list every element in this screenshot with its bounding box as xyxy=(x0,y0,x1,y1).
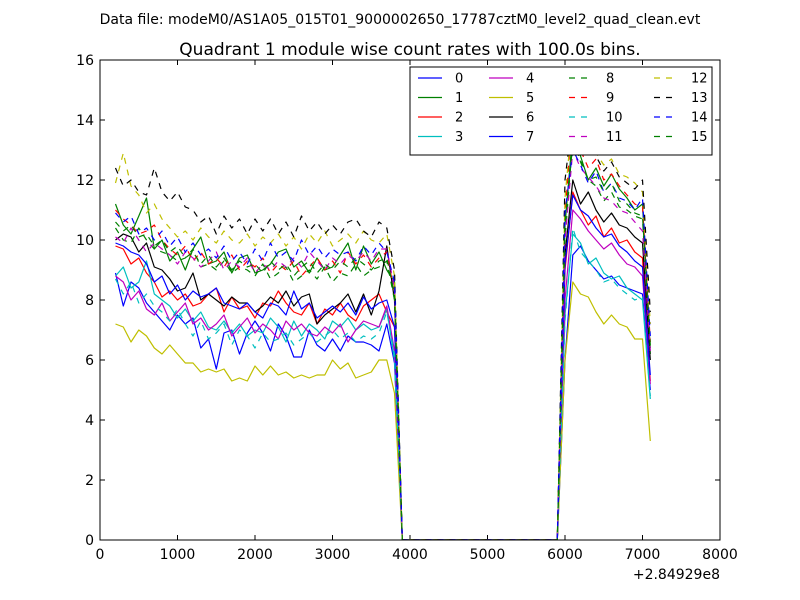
legend-label-3: 3 xyxy=(455,130,463,145)
x-tick-label: 5000 xyxy=(470,547,506,563)
series-line-8 xyxy=(114,137,651,540)
plot-frame xyxy=(99,59,721,541)
y-tick-label: 2 xyxy=(85,473,94,489)
x-tick-label: 4000 xyxy=(392,547,428,563)
x-axis-offset-label: +2.84929e8 xyxy=(633,567,720,583)
legend-label-4: 4 xyxy=(526,72,534,87)
x-tick-label: 0 xyxy=(96,547,105,563)
legend-label-1: 1 xyxy=(455,91,463,106)
legend-frame xyxy=(409,66,713,156)
x-axis-ticks: 0 1000 2000 3000 4000 5000 6000 7000 8000 xyxy=(96,60,738,563)
figure-suptitle: Data file: modeM0/AS1A05_015T01_90000026… xyxy=(100,12,701,28)
legend-label-5: 5 xyxy=(526,91,534,106)
x-tick-label: 8000 xyxy=(702,547,738,563)
chart-title: Quadrant 1 module wise count rates with … xyxy=(179,40,640,60)
legend-label-12: 12 xyxy=(691,72,708,87)
series-line-5 xyxy=(115,281,651,540)
legend-label-7: 7 xyxy=(526,130,534,145)
legend-label-11: 11 xyxy=(606,130,623,145)
legend-label-15: 15 xyxy=(691,130,708,145)
y-tick-label: 14 xyxy=(76,113,94,129)
y-tick-label: 6 xyxy=(85,353,94,369)
legend-label-6: 6 xyxy=(526,111,534,126)
series-line-15 xyxy=(115,143,651,540)
series-line-12 xyxy=(114,110,651,540)
y-tick-label: 4 xyxy=(85,413,94,429)
legend-label-13: 13 xyxy=(691,91,708,106)
y-tick-label: 12 xyxy=(76,173,94,189)
legend-label-0: 0 xyxy=(455,72,463,87)
series-line-6 xyxy=(115,179,651,540)
x-tick-label: 3000 xyxy=(315,547,351,563)
series-line-7 xyxy=(115,194,651,540)
legend-label-14: 14 xyxy=(691,111,708,126)
legend-label-9: 9 xyxy=(606,91,614,106)
x-tick-label: 7000 xyxy=(625,547,661,563)
y-tick-label: 10 xyxy=(76,233,94,249)
series-line-9 xyxy=(115,107,651,540)
legend-label-2: 2 xyxy=(455,111,463,126)
legend-label-8: 8 xyxy=(606,72,614,87)
x-tick-label: 6000 xyxy=(547,547,583,563)
series-line-11 xyxy=(115,149,651,540)
x-tick-label: 2000 xyxy=(237,547,273,563)
series-line-14 xyxy=(115,149,651,540)
x-tick-label: 1000 xyxy=(160,547,196,563)
series-line-4 xyxy=(115,209,651,540)
series-line-2 xyxy=(115,191,651,540)
series-line-1 xyxy=(114,131,651,540)
legend-label-10: 10 xyxy=(606,111,623,126)
y-tick-label: 16 xyxy=(76,53,94,69)
y-tick-label: 8 xyxy=(85,293,94,309)
series-line-10 xyxy=(114,227,651,540)
series-line-3 xyxy=(115,233,651,540)
y-tick-label: 0 xyxy=(85,533,94,549)
